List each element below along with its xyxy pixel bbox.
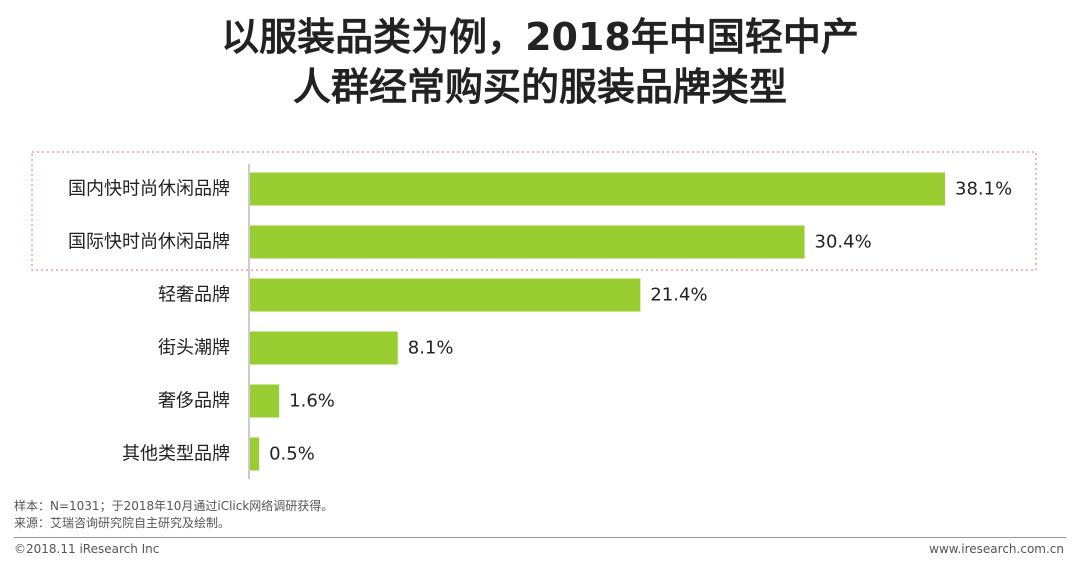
bar <box>250 278 641 312</box>
bar <box>250 384 280 418</box>
chart-title: 以服装品类为例，2018年中国轻中产 人群经常购买的服装品牌类型 <box>0 12 1080 112</box>
source-note: 来源：艾瑞咨询研究院自主研究及绘制。 <box>14 516 231 530</box>
category-label: 街头潮牌 <box>158 338 230 359</box>
bar-chart: 国内快时尚休闲品牌 38.1% 国际快时尚休闲品牌 30.4% 轻奢品牌 21.4% 街头潮… <box>31 151 1037 479</box>
highlight-box <box>31 151 1037 271</box>
footer-divider <box>14 537 1066 538</box>
bar <box>250 172 945 206</box>
chart-title-line2: 人群经常购买的服装品牌类型 <box>292 65 787 109</box>
category-label: 轻奢品牌 <box>158 285 230 306</box>
value-label: 21.4% <box>650 285 707 306</box>
bar <box>250 437 260 471</box>
value-label: 8.1% <box>408 338 454 359</box>
category-label: 其他类型品牌 <box>122 444 230 465</box>
value-label: 38.1% <box>955 179 1012 200</box>
value-label: 30.4% <box>815 232 872 253</box>
bar <box>250 331 398 365</box>
category-label: 国内快时尚休闲品牌 <box>68 179 230 200</box>
chart-notes: 样本：N=1031；于2018年10月通过iClick网络调研获得。 来源：艾瑞… <box>14 498 333 532</box>
bar <box>250 225 805 259</box>
website-text: www.iresearch.com.cn <box>929 542 1064 556</box>
value-label: 1.6% <box>289 391 335 412</box>
chart-title-line1: 以服装品类为例，2018年中国轻中产 <box>221 15 859 59</box>
category-label: 国际快时尚休闲品牌 <box>68 232 230 253</box>
copyright-text: ©2018.11 iResearch Inc <box>14 542 160 556</box>
value-label: 0.5% <box>269 444 315 465</box>
sample-note: 样本：N=1031；于2018年10月通过iClick网络调研获得。 <box>14 499 334 513</box>
category-label: 奢侈品牌 <box>158 391 230 412</box>
